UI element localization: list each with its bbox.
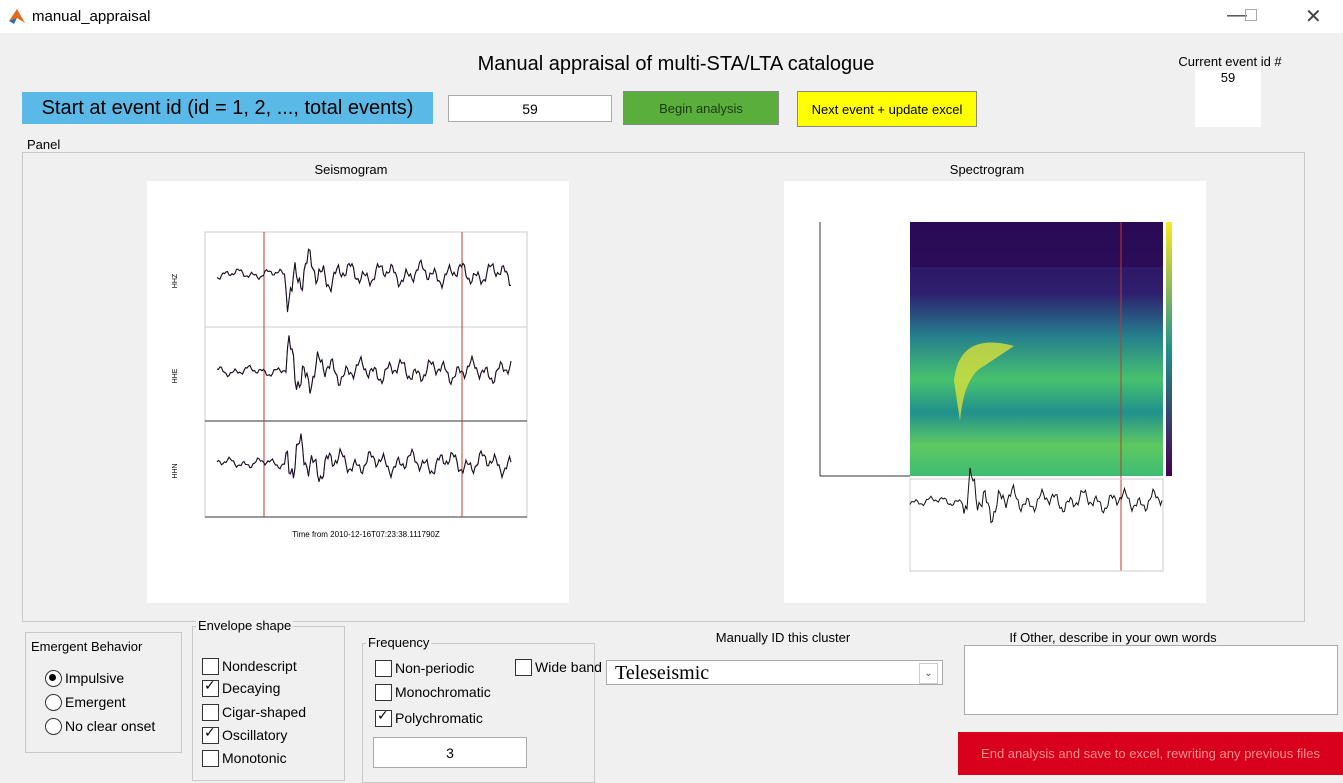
frequency-input[interactable]: 3 (373, 737, 527, 768)
option-label: Cigar-shaped (222, 704, 307, 720)
checkbox-option[interactable]: Monotonic (202, 748, 287, 768)
radio[interactable] (45, 717, 62, 735)
checkbox[interactable]: ✓ (202, 677, 219, 697)
checkmark: ✓ (204, 677, 216, 694)
panel-frame (22, 152, 1305, 622)
envelope-title: Envelope shape (196, 618, 294, 633)
current-event-box: 59 (1195, 70, 1261, 127)
current-event-label: Current event id # (1178, 53, 1282, 69)
option-label: Non-periodic (395, 660, 475, 676)
option-label: Wide band (535, 659, 602, 675)
checkbox-option[interactable]: Wide band (515, 657, 602, 677)
option-label: Decaying (222, 680, 281, 696)
svg-text:HHE: HHE (172, 368, 179, 383)
option-label: Polychromatic (395, 710, 483, 726)
checkbox[interactable]: ✓ (375, 707, 392, 727)
other-textbox[interactable] (964, 645, 1338, 715)
option-label: Impulsive (65, 670, 125, 686)
window-title: manual_appraisal (32, 8, 151, 25)
cluster-dropdown[interactable]: Teleseismic ⌄ (606, 660, 943, 685)
checkbox[interactable] (202, 703, 219, 721)
option-label: Emergent (65, 694, 126, 710)
cluster-selected: Teleseismic (615, 662, 710, 684)
waveform (216, 335, 512, 394)
checkbox[interactable] (375, 659, 392, 677)
waveform (216, 433, 512, 482)
checkbox-option[interactable]: Nondescript (202, 656, 297, 676)
app-title: Manual appraisal of multi-STA/LTA catalo… (477, 52, 875, 75)
panel-title: Panel (25, 137, 63, 152)
app-icon (9, 9, 25, 24)
waveform (909, 467, 1163, 524)
option-label: Nondescript (222, 658, 297, 674)
checkbox-option[interactable]: ✓ Oscillatory (202, 725, 287, 745)
emergent-title: Emergent Behavior (29, 639, 145, 654)
end-button[interactable]: End analysis and save to excel, rewritin… (958, 732, 1343, 775)
radio[interactable] (45, 693, 62, 711)
checkbox-option[interactable]: Non-periodic (375, 658, 474, 678)
spectrogram-title: Spectrogram (949, 161, 1025, 177)
current-event-value: 59 (1220, 70, 1236, 85)
seismogram-xlabel: Time from 2010-12-16T07:23:38.111790Z (292, 530, 440, 539)
checkbox-option[interactable]: Monochromatic (375, 682, 491, 702)
checkmark: ✓ (377, 707, 389, 724)
checkbox-option[interactable]: ✓ Polychromatic (375, 708, 483, 728)
checkbox[interactable] (202, 657, 219, 675)
seismogram-image: HHZ HHE HHN Time from 2010-12-16T07:23:3… (147, 181, 569, 603)
option-label: Monochromatic (395, 684, 491, 700)
seismogram-title: Seismogram (314, 161, 388, 177)
radio-option[interactable]: No clear onset (45, 716, 155, 736)
radio-option[interactable]: Emergent (45, 692, 126, 712)
close-button[interactable]: ✕ (1305, 6, 1322, 28)
option-label: Oscillatory (222, 727, 288, 743)
checkbox-option[interactable]: ✓ Decaying (202, 678, 280, 698)
next-button[interactable]: Next event + update excel (797, 91, 977, 127)
checkbox[interactable] (202, 749, 219, 767)
title-bar (0, 0, 1343, 33)
start-label: Start at event id (id = 1, 2, ..., total… (22, 92, 433, 124)
start-input[interactable]: 59 (448, 95, 612, 122)
checkbox[interactable]: ✓ (202, 724, 219, 744)
radio[interactable] (45, 669, 62, 687)
minimize-button[interactable]: — (1227, 4, 1247, 26)
other-title: If Other, describe in your own words (1009, 629, 1217, 645)
cluster-title: Manually ID this cluster (715, 629, 851, 645)
option-label: Monotonic (222, 750, 287, 766)
checkmark: ✓ (204, 724, 216, 741)
checkbox[interactable] (515, 658, 532, 676)
emergent-frame (25, 632, 182, 753)
waveform (216, 248, 512, 313)
option-label: No clear onset (65, 718, 156, 734)
frequency-title: Frequency (366, 635, 432, 650)
checkbox[interactable] (375, 683, 392, 701)
maximize-button[interactable] (1245, 9, 1257, 21)
spectrogram-image (784, 181, 1206, 603)
radio-option[interactable]: Impulsive (45, 668, 124, 688)
begin-button[interactable]: Begin analysis (623, 91, 779, 125)
svg-text:HHZ: HHZ (172, 273, 179, 288)
radio-dot (49, 673, 56, 681)
checkbox-option[interactable]: Cigar-shaped (202, 702, 306, 722)
svg-text:HHN: HHN (172, 463, 179, 478)
